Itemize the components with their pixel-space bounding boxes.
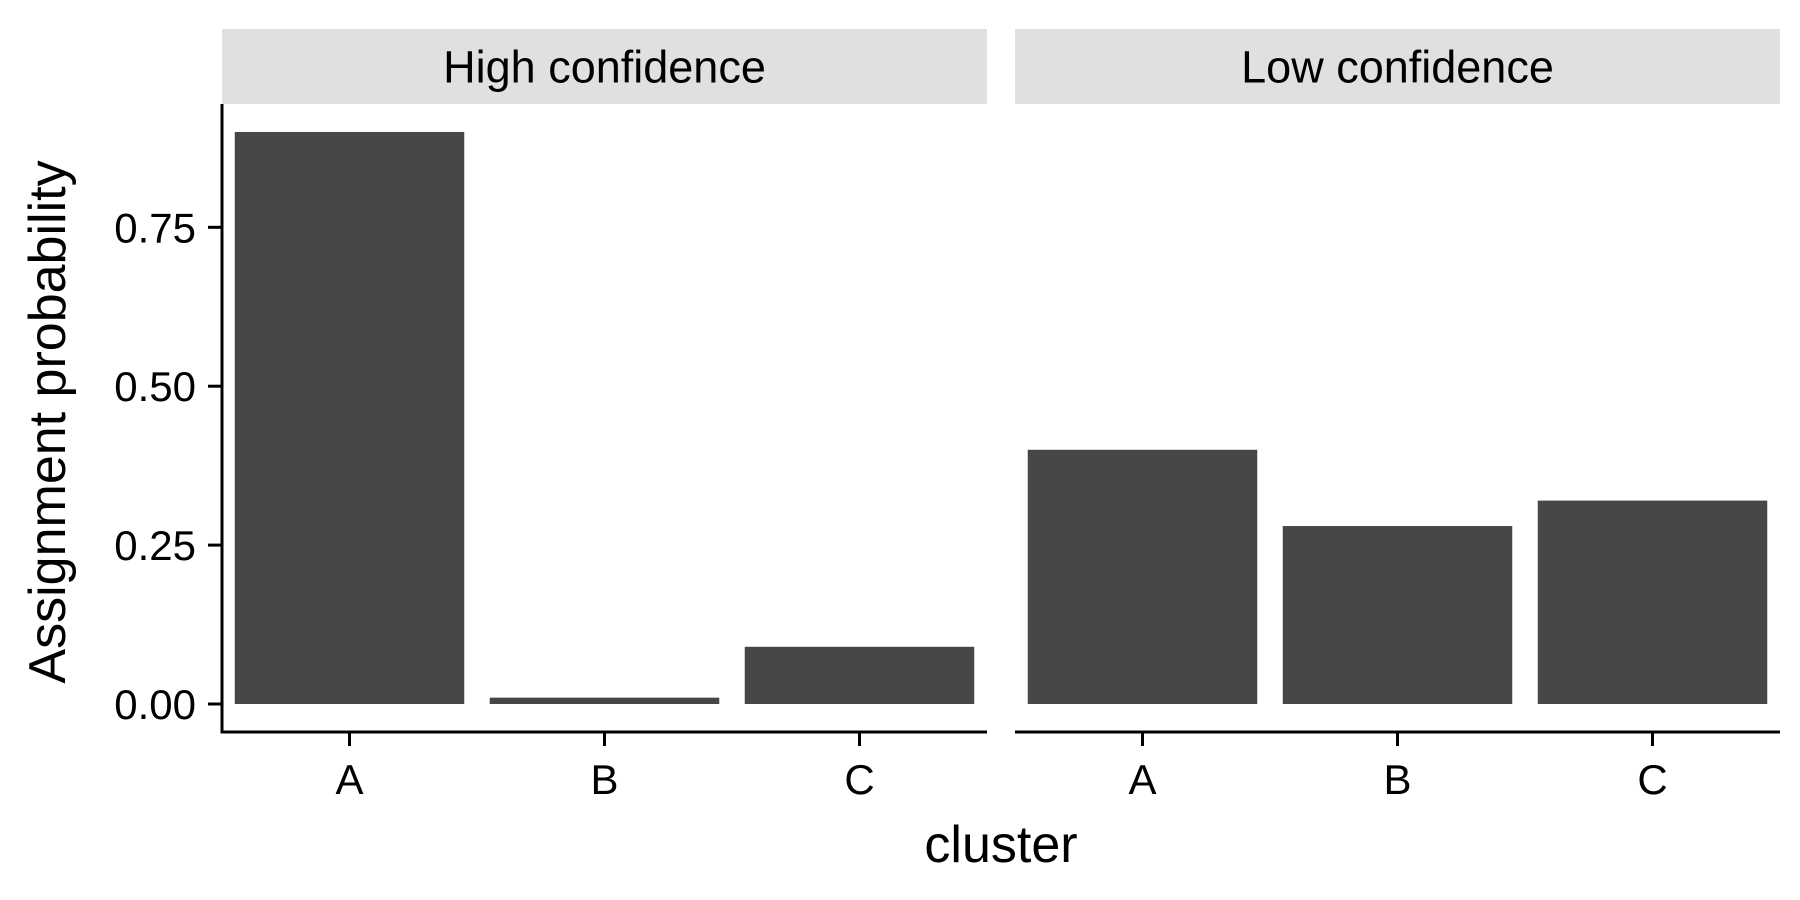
- y-tick-label: 0.75: [114, 204, 196, 251]
- facet-strip-label: Low confidence: [1241, 42, 1554, 93]
- facet-strip: [1015, 29, 1780, 104]
- bar: [744, 646, 975, 704]
- y-axis: 0.00 0.25 0.50 0.75: [114, 104, 224, 734]
- facet-panels: High confidence A B C Low confidence A B C: [222, 29, 1780, 803]
- facet-strip-label: High confidence: [443, 42, 766, 93]
- x-tick-label: C: [1637, 756, 1667, 803]
- bar: [489, 697, 720, 704]
- x-tick-label: A: [1128, 756, 1156, 803]
- y-tick-label: 0.00: [114, 681, 196, 728]
- x-tick-label: A: [335, 756, 363, 803]
- x-tick-label: C: [844, 756, 874, 803]
- x-tick-label: B: [590, 756, 618, 803]
- facet-panel: Low confidence A B C: [1015, 29, 1780, 803]
- y-tick-label: 0.25: [114, 522, 196, 569]
- y-tick-label: 0.50: [114, 363, 196, 410]
- bar: [234, 131, 465, 705]
- x-tick-label: B: [1383, 756, 1411, 803]
- facet-panel: High confidence A B C: [222, 29, 987, 803]
- x-axis-title: cluster: [924, 816, 1077, 874]
- bar: [1027, 449, 1258, 704]
- bar: [1282, 526, 1513, 704]
- bar: [1537, 500, 1768, 704]
- facet-strip: [222, 29, 987, 104]
- y-axis-title: Assignment probability: [19, 160, 77, 683]
